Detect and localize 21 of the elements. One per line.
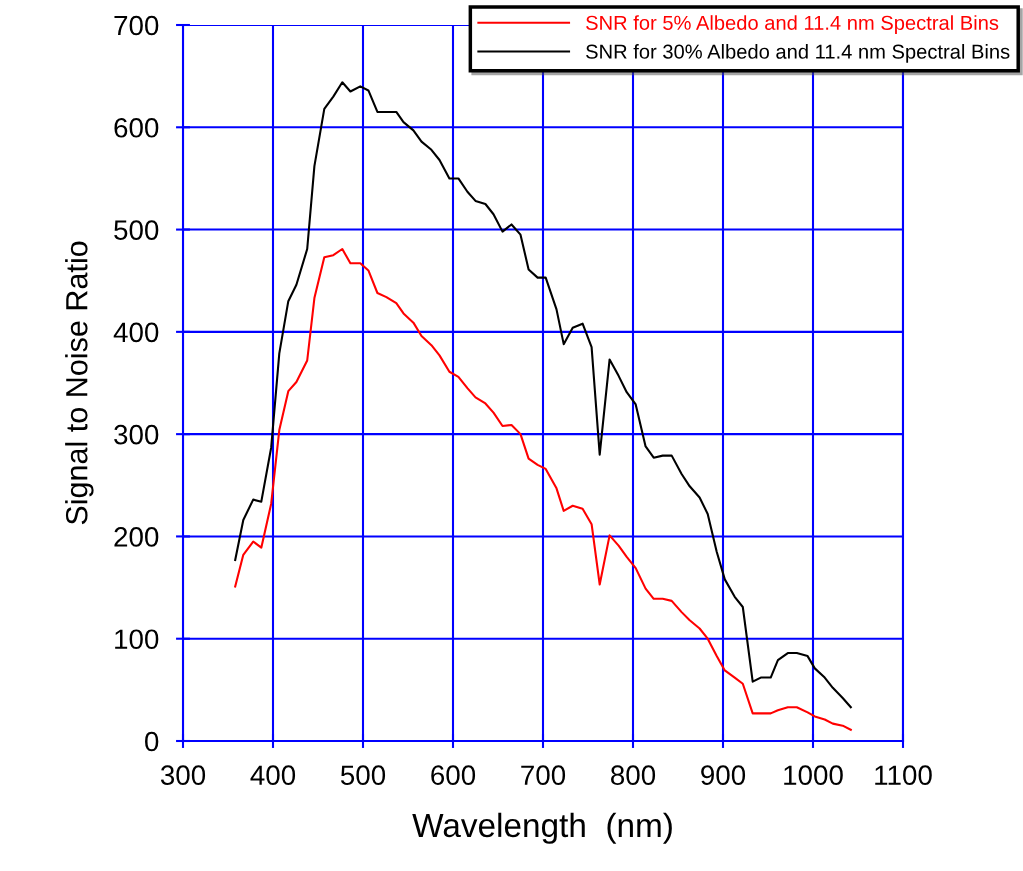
legend-label: SNR for 5% Albedo and 11.4 nm Spectral Bins bbox=[586, 15, 999, 34]
x-tick-label: 400 bbox=[250, 765, 296, 786]
x-tick-label: 900 bbox=[701, 765, 746, 786]
y-tick-label: 200 bbox=[114, 527, 159, 547]
y-tick-label: 100 bbox=[115, 629, 159, 650]
y-tick-label: 300 bbox=[114, 424, 159, 445]
y-tick-label: 500 bbox=[114, 220, 159, 240]
y-tick-label: 400 bbox=[113, 322, 159, 343]
x-tick-label: 1100 bbox=[875, 765, 932, 786]
x-tick-label: 300 bbox=[160, 765, 206, 786]
legend-label: SNR for 30% Albedo and 11.4 nm Spectral Bins bbox=[586, 44, 1010, 63]
y-tick-label: 0 bbox=[145, 731, 159, 752]
y-tick-label: 700 bbox=[114, 15, 159, 36]
x-tick-label: 700 bbox=[521, 765, 566, 786]
x-tick-label: 500 bbox=[340, 765, 386, 786]
x-axis-title: Wavelength (nm) bbox=[412, 812, 672, 844]
y-tick-label: 600 bbox=[114, 117, 159, 138]
x-tick-label: 1000 bbox=[784, 765, 843, 786]
y-axis-title: Signal to Noise Ratio bbox=[65, 241, 94, 525]
x-tick-label: 600 bbox=[431, 765, 476, 786]
x-tick-label: 800 bbox=[611, 765, 656, 786]
